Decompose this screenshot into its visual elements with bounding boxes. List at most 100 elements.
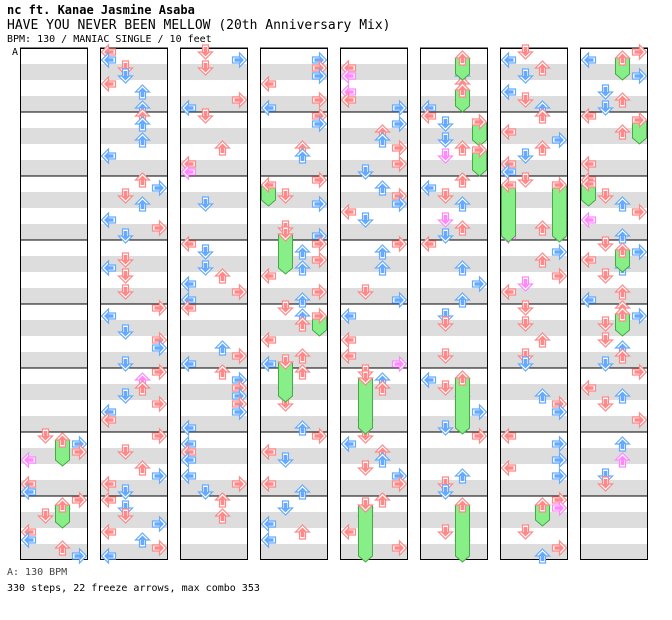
step-arrow: [517, 92, 534, 108]
step-arrow: [214, 508, 231, 524]
step-arrow: [437, 212, 454, 228]
step-arrow: [454, 220, 471, 236]
step-arrow: [454, 196, 471, 212]
step-arrow: [614, 452, 631, 468]
step-arrow: [180, 299, 197, 317]
step-arrow: [454, 468, 471, 484]
step-arrow: [374, 492, 391, 508]
step-arrow: [117, 188, 134, 204]
step-arrow: [294, 260, 311, 276]
step-arrow: [117, 444, 134, 460]
step-arrow: [180, 451, 197, 469]
step-arrow: [180, 467, 197, 485]
step-arrow: [357, 370, 374, 386]
step-arrow: [151, 395, 168, 413]
step-arrow: [454, 172, 471, 188]
step-arrow: [180, 275, 197, 293]
step-arrow: [100, 523, 117, 541]
step-arrow: [551, 451, 568, 469]
step-arrow: [551, 435, 568, 453]
step-arrow: [277, 354, 294, 370]
step-arrow: [614, 242, 631, 258]
step-arrow: [631, 243, 648, 261]
step-arrow: [580, 379, 597, 397]
step-arrow: [614, 436, 631, 452]
step-arrow: [117, 284, 134, 300]
step-arrow: [614, 50, 631, 66]
song-title: HAVE YOU NEVER BEEN MELLOW (20th Anniver…: [7, 18, 391, 33]
step-arrow: [260, 267, 277, 285]
step-arrow: [277, 300, 294, 316]
step-arrow: [151, 339, 168, 357]
step-arrow: [391, 139, 408, 157]
step-arrow: [454, 50, 471, 66]
step-arrow: [437, 380, 454, 396]
step-arrow: [134, 196, 151, 212]
step-arrow: [420, 371, 437, 389]
step-arrow: [534, 548, 551, 564]
step-arrow: [151, 299, 168, 317]
step-arrow: [500, 283, 517, 301]
step-arrow: [471, 275, 488, 293]
step-arrow: [580, 291, 597, 309]
step-arrow: [294, 148, 311, 164]
step-arrow: [54, 432, 71, 448]
step-arrow: [20, 531, 37, 549]
step-arrow: [100, 547, 117, 565]
step-arrow: [117, 324, 134, 340]
step-arrow: [311, 195, 328, 213]
freeze-arrow: [501, 184, 516, 243]
step-arrow: [117, 268, 134, 284]
step-arrow: [374, 260, 391, 276]
step-arrow: [614, 284, 631, 300]
step-arrow: [100, 51, 117, 69]
step-arrow: [260, 443, 277, 461]
step-arrow: [260, 75, 277, 93]
step-arrow: [214, 492, 231, 508]
step-arrow: [180, 419, 197, 437]
step-arrow: [437, 132, 454, 148]
step-arrow: [134, 84, 151, 100]
step-arrow: [197, 484, 214, 500]
step-arrow: [437, 420, 454, 436]
step-arrow: [437, 348, 454, 364]
step-arrow: [311, 115, 328, 133]
step-arrow: [260, 331, 277, 349]
step-arrow: [357, 460, 374, 476]
step-arrow: [151, 515, 168, 533]
step-arrow: [597, 188, 614, 204]
step-arrow: [340, 347, 357, 365]
step-arrow: [340, 203, 357, 221]
step-arrow: [374, 180, 391, 196]
step-arrow: [260, 475, 277, 493]
step-arrow: [151, 179, 168, 197]
step-arrow: [500, 459, 517, 477]
step-arrow: [311, 67, 328, 85]
freeze-arrow: [552, 184, 567, 243]
step-arrow: [631, 43, 648, 61]
step-arrow: [500, 427, 517, 445]
step-arrow: [117, 484, 134, 500]
step-arrow: [420, 235, 437, 253]
step-arrow: [631, 411, 648, 429]
step-arrow: [294, 484, 311, 500]
chart-meta: BPM: 130 / MANIAC SINGLE / 10 feet: [7, 34, 212, 45]
step-arrow: [231, 51, 248, 69]
step-arrow: [100, 307, 117, 325]
step-arrow: [500, 123, 517, 141]
step-arrow: [357, 212, 374, 228]
step-arrow: [597, 396, 614, 412]
step-arrow: [294, 244, 311, 260]
step-arrow: [134, 380, 151, 396]
step-arrow: [231, 475, 248, 493]
step-arrow: [551, 403, 568, 421]
step-arrow: [260, 531, 277, 549]
step-arrow: [454, 370, 471, 386]
step-arrow: [391, 355, 408, 373]
step-arrow: [454, 140, 471, 156]
step-arrow: [614, 388, 631, 404]
step-arrow: [551, 267, 568, 285]
step-arrow: [340, 67, 357, 85]
step-arrow: [580, 175, 597, 193]
step-arrow: [437, 148, 454, 164]
